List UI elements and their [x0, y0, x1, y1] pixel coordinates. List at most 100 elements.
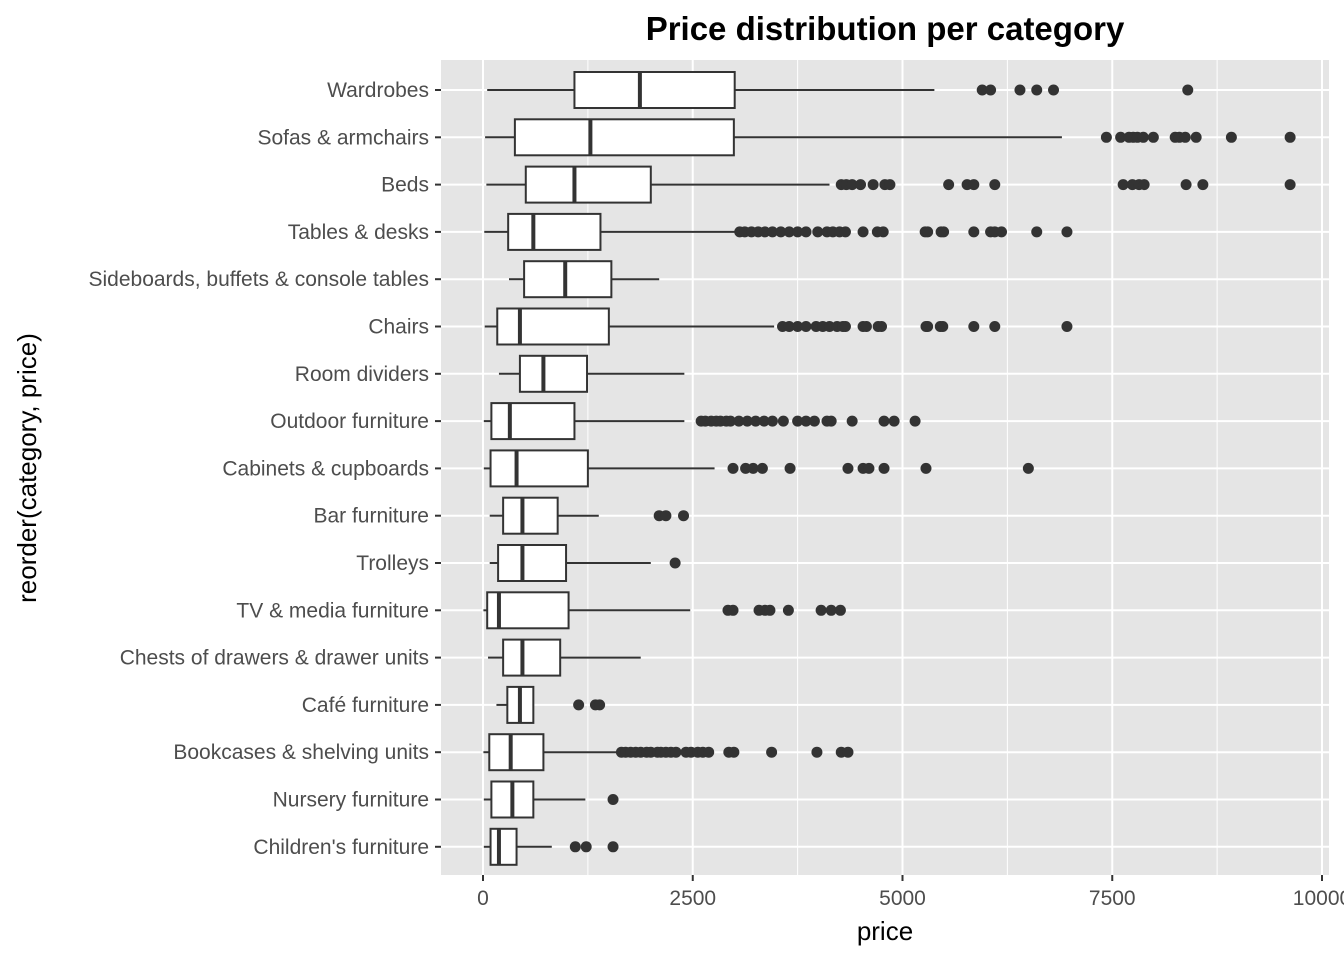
box	[489, 449, 589, 488]
outlier-point	[1031, 226, 1043, 238]
outlier-point	[1225, 131, 1237, 143]
outlier-point	[1014, 84, 1026, 96]
outlier-point	[968, 179, 980, 191]
y-tick-labels: Wardrobes Sofas & armchairs Beds Tables & d…	[88, 79, 441, 859]
outlier-point	[1061, 226, 1073, 238]
outlier-point	[825, 415, 837, 427]
outlier-point	[669, 557, 681, 569]
outlier-point	[756, 462, 768, 474]
y-tick-label: Trolleys	[356, 552, 429, 575]
outlier-point	[1190, 131, 1202, 143]
outlier-point	[920, 462, 932, 474]
outlier-point	[670, 746, 682, 758]
outlier-point	[678, 510, 690, 522]
y-tick-label: Tables & desks	[288, 221, 429, 244]
outlier-point	[976, 84, 988, 96]
outlier-point	[815, 604, 827, 616]
y-tick-label: Room dividers	[295, 363, 429, 386]
outlier-point	[846, 179, 858, 191]
outlier-point	[725, 415, 737, 427]
box	[524, 165, 652, 204]
box-group	[509, 260, 660, 299]
outlier-point	[594, 699, 606, 711]
outlier-point	[884, 179, 896, 191]
outlier-point	[860, 321, 872, 332]
y-tick-label: TV & media furniture	[236, 599, 429, 622]
outlier-point	[1284, 179, 1296, 191]
outlier-point	[1182, 84, 1194, 96]
box	[502, 496, 559, 535]
outlier-point	[846, 415, 858, 427]
box	[489, 827, 518, 866]
box-series	[483, 71, 1296, 866]
box	[490, 402, 576, 441]
outlier-point	[1179, 131, 1191, 143]
outlier-point	[766, 746, 778, 758]
outlier-point	[968, 226, 980, 238]
box-group	[483, 733, 854, 772]
y-tick-label: Café furniture	[302, 694, 429, 717]
outlier-point	[580, 841, 592, 853]
outlier-point	[877, 226, 889, 238]
x-tick-label: 10000	[1293, 887, 1344, 910]
y-tick-label: Sofas & armchairs	[257, 126, 429, 149]
outlier-point	[660, 510, 672, 522]
y-tick-label: Chairs	[368, 316, 429, 339]
box-group	[488, 638, 641, 677]
outlier-point	[1022, 462, 1034, 474]
box-group	[489, 544, 681, 582]
box	[518, 354, 589, 393]
outlier-point	[938, 226, 950, 238]
outlier-point	[839, 226, 851, 238]
y-tick-label: Bar furniture	[313, 505, 429, 528]
outlier-point	[834, 604, 846, 616]
outlier-point	[922, 321, 934, 332]
outlier-point	[863, 462, 875, 474]
outlier-point	[937, 321, 949, 332]
outlier-point	[607, 841, 619, 853]
outlier-point	[759, 226, 771, 238]
box	[523, 260, 613, 299]
y-axis-title: reorder(category, price)	[12, 333, 42, 603]
outlier-point	[1180, 179, 1192, 191]
chart-title: Price distribution per category	[646, 10, 1125, 47]
outlier-point	[878, 462, 890, 474]
outlier-point	[775, 226, 787, 238]
outlier-point	[1138, 179, 1150, 191]
outlier-point	[839, 321, 851, 332]
outlier-point	[1100, 131, 1112, 143]
outlier-point	[1197, 179, 1209, 191]
outlier-point	[800, 321, 812, 332]
x-tick-label: 5000	[879, 887, 926, 910]
outlier-point	[607, 794, 619, 805]
outlier-point	[989, 321, 1001, 332]
outlier-point	[758, 415, 770, 427]
outlier-point	[766, 226, 778, 238]
outlier-point	[985, 84, 997, 96]
outlier-point	[888, 415, 900, 427]
outlier-point	[989, 179, 1001, 191]
box-group	[483, 591, 846, 630]
x-tick-labels: 0 2500 5000 7500 10000	[477, 875, 1344, 910]
outlier-point	[808, 415, 820, 427]
box	[513, 118, 735, 157]
outlier-point	[1117, 179, 1129, 191]
outlier-point	[968, 321, 980, 332]
outlier-point	[747, 462, 759, 474]
outlier-point	[792, 321, 804, 332]
outlier-point	[1031, 84, 1043, 96]
box-group	[485, 118, 1296, 157]
outlier-point	[811, 746, 823, 758]
outlier-point	[909, 415, 921, 427]
outlier-point	[824, 321, 836, 332]
box-group	[483, 449, 1034, 488]
outlier-point	[782, 604, 794, 616]
outlier-point	[800, 226, 812, 238]
outlier-point	[800, 415, 812, 427]
x-axis-title: price	[857, 916, 913, 946]
outlier-point	[1061, 321, 1073, 332]
outlier-point	[727, 462, 739, 474]
box-group	[483, 827, 619, 866]
y-tick-label: Beds	[381, 174, 429, 197]
